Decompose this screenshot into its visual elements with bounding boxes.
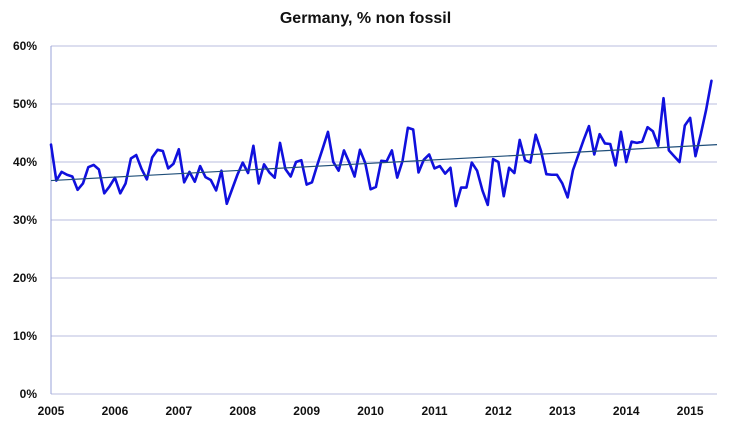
y-tick-label: 0% (20, 387, 38, 401)
y-tick-label: 50% (13, 97, 37, 111)
x-tick-label: 2009 (293, 404, 320, 418)
x-tick-label: 2010 (357, 404, 384, 418)
gridlines (50, 45, 717, 395)
x-tick-label: 2005 (38, 404, 65, 418)
x-tick-label: 2007 (165, 404, 192, 418)
y-tick-label: 40% (13, 155, 37, 169)
series-line (49, 79, 713, 208)
y-tick-label: 30% (13, 213, 37, 227)
y-tick-label: 10% (13, 329, 37, 343)
series-layer (49, 79, 718, 208)
x-tick-label: 2012 (485, 404, 512, 418)
chart-title: Germany, % non fossil (279, 10, 452, 27)
x-tick-label: 2014 (613, 404, 640, 418)
y-tick-label: 20% (13, 271, 37, 285)
y-axis-ticks: 0% 10% 20% 30% 40% 50% 60% (13, 39, 37, 401)
x-tick-label: 2006 (102, 404, 129, 418)
x-tick-label: 2008 (229, 404, 256, 418)
trend-line (50, 144, 718, 182)
y-tick-label: 60% (13, 39, 37, 53)
x-tick-label: 2015 (677, 404, 704, 418)
x-tick-label: 2013 (549, 404, 576, 418)
x-axis-ticks: 2005 2006 2007 2008 2009 2010 2011 2012 2013 2014… (38, 404, 704, 418)
x-tick-label: 2011 (421, 404, 447, 418)
